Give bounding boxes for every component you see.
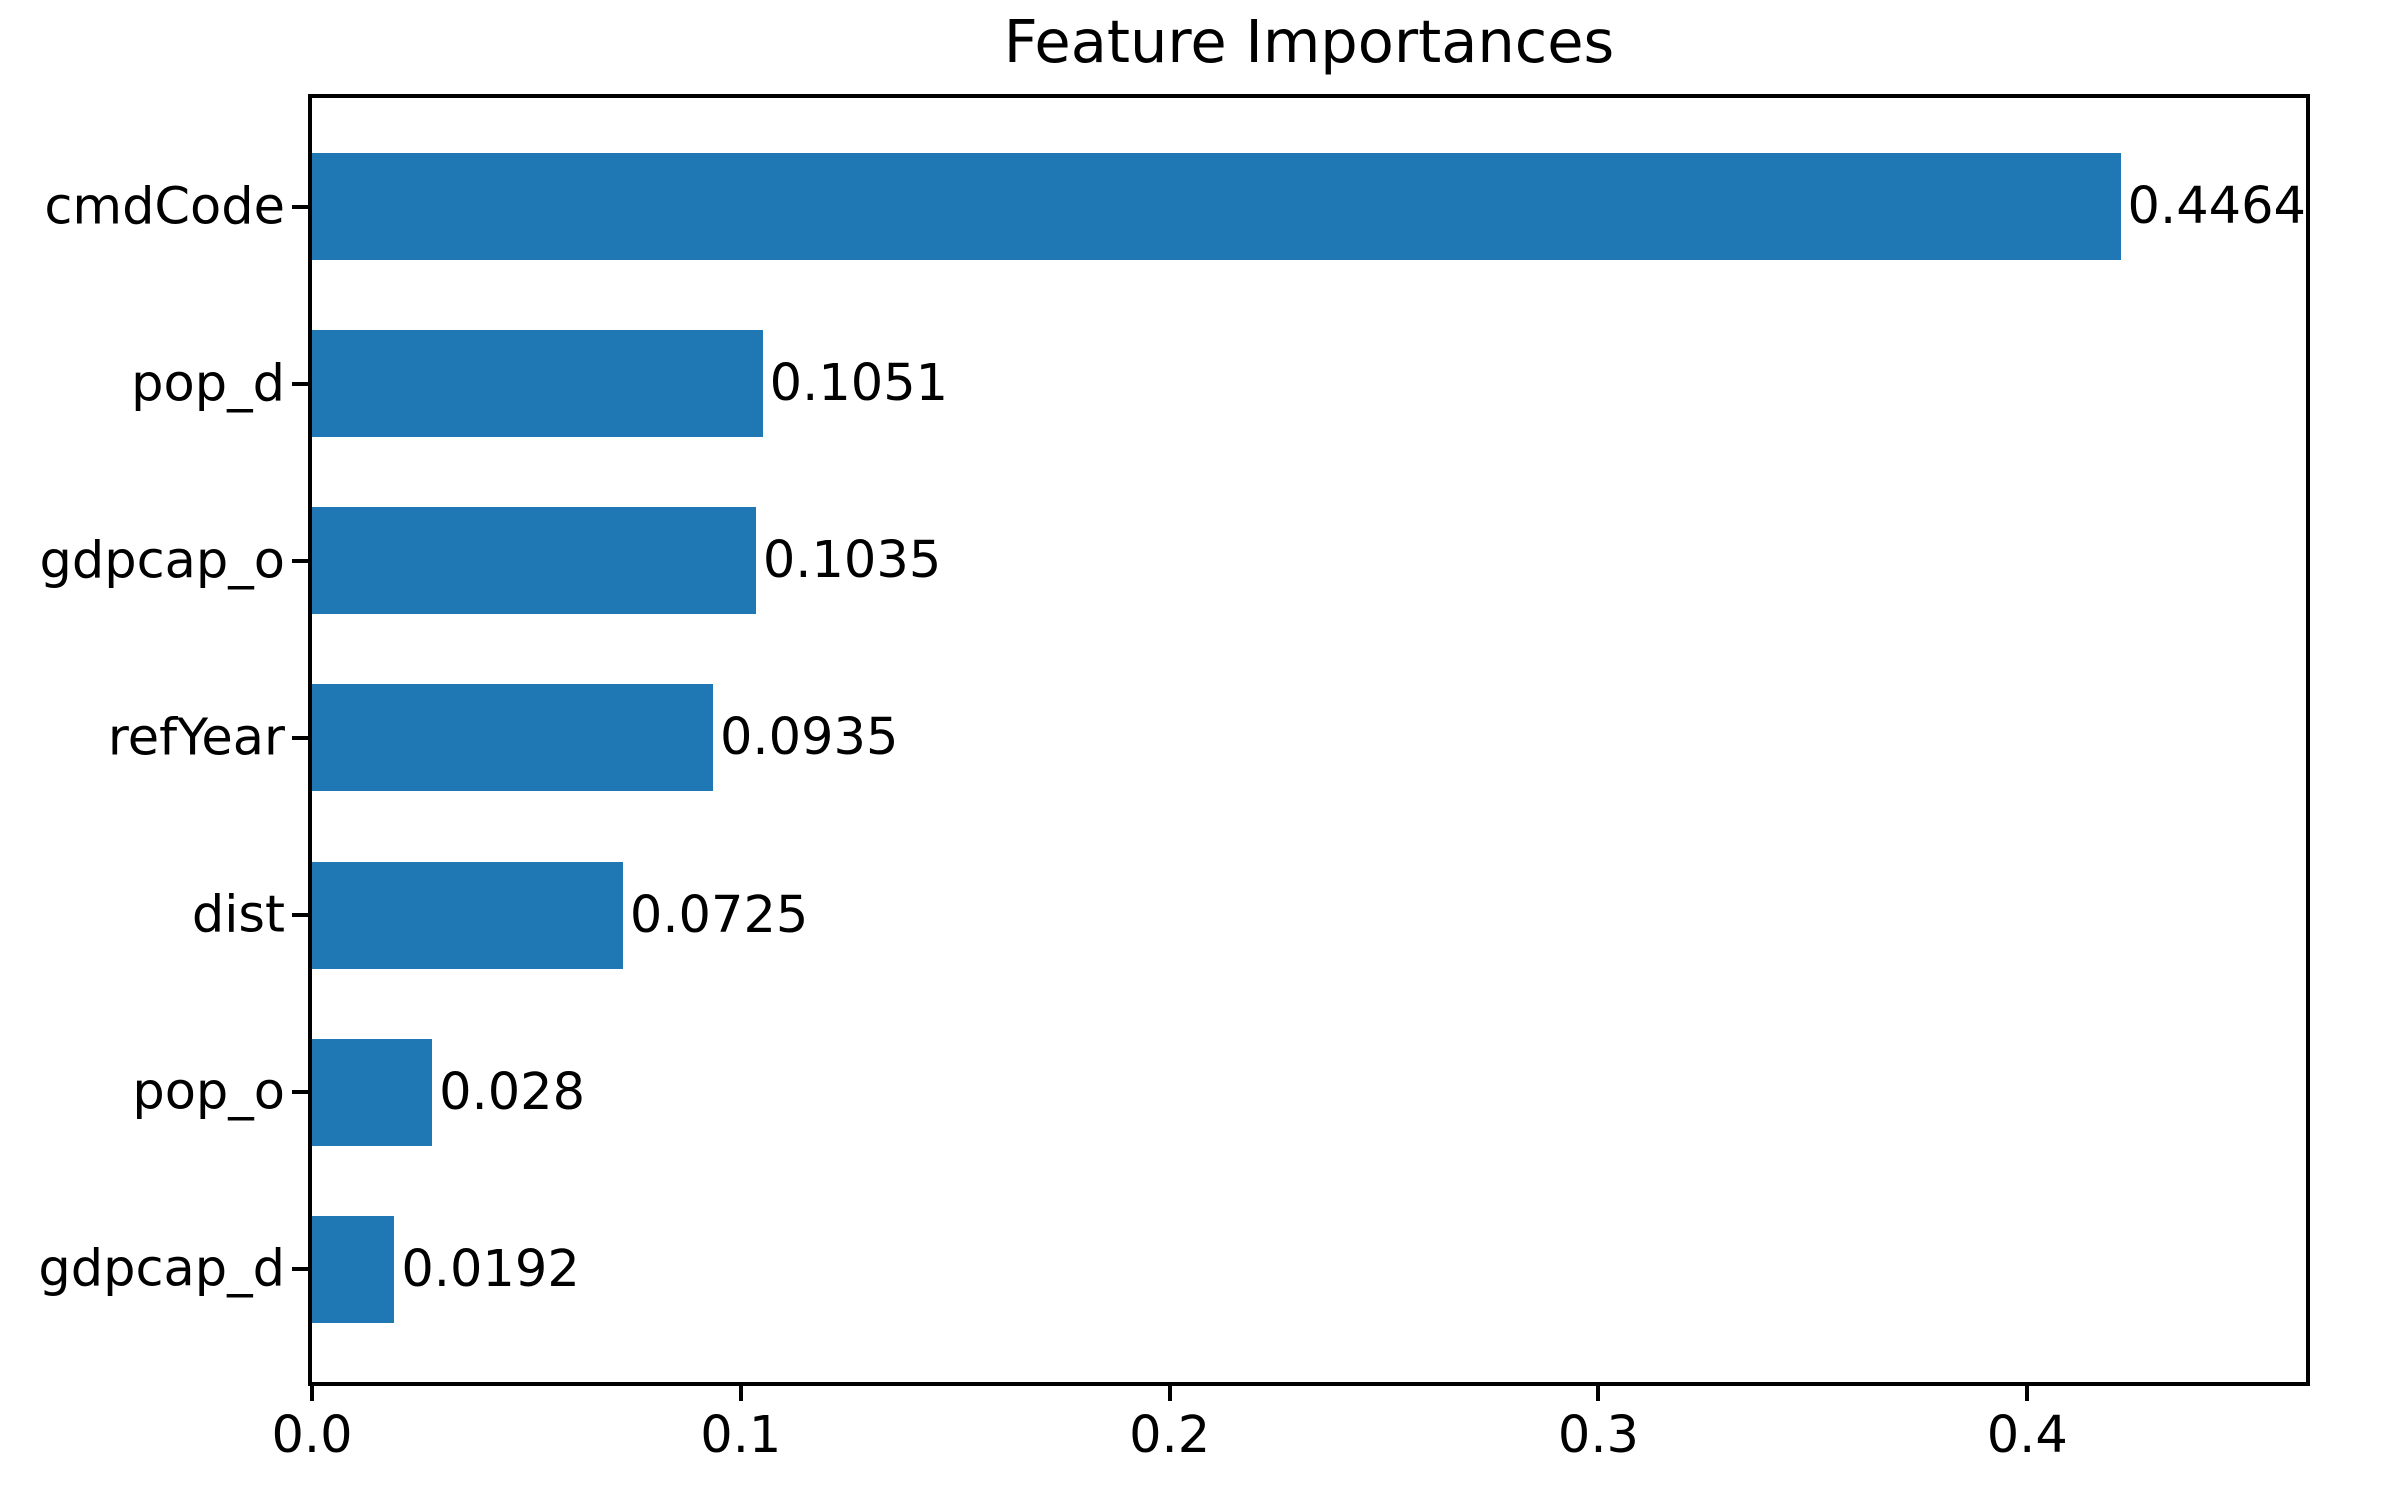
y-axis-label: pop_d xyxy=(131,354,285,414)
y-tick-mark xyxy=(292,1267,308,1272)
y-axis-label: dist xyxy=(191,885,285,945)
x-tick-label: 0.3 xyxy=(1557,1406,1639,1465)
bar xyxy=(312,861,623,969)
y-axis-label: gdpcap_d xyxy=(38,1239,285,1299)
y-tick-mark xyxy=(292,558,308,563)
x-tick-label: 0.4 xyxy=(1986,1406,2068,1465)
bar-value-label: 0.028 xyxy=(439,1062,586,1122)
x-tick-label: 0.0 xyxy=(271,1406,353,1465)
bar xyxy=(312,153,2121,260)
x-tick-mark xyxy=(1596,1386,1601,1401)
bar xyxy=(312,1215,395,1323)
bar-row: gdpcap_d 0.0192 xyxy=(38,1215,2306,1323)
x-tick-mark xyxy=(1167,1386,1172,1401)
bar-row: dist 0.0725 xyxy=(192,861,2306,969)
bar-value-label: 0.0192 xyxy=(401,1239,580,1299)
plot-area: cmdCode 0.4464 pop_d 0.1051 gdpcap_o 0.1035 re… xyxy=(38,94,2310,1461)
chart-title: Feature Importances xyxy=(1003,7,1615,76)
y-axis-label: refYear xyxy=(107,708,285,768)
bar-row: pop_d 0.1051 xyxy=(131,330,2306,438)
bar-value-label: 0.1051 xyxy=(769,354,949,414)
x-tick-label: 0.2 xyxy=(1129,1406,1211,1465)
x-tick-label: 0.1 xyxy=(700,1406,782,1465)
bar-row: refYear 0.0935 xyxy=(108,684,2306,792)
y-axis-label: gdpcap_o xyxy=(39,531,286,591)
y-tick-mark xyxy=(292,913,308,918)
bar-row: pop_o 0.028 xyxy=(132,1038,2306,1146)
bar-row: gdpcap_o 0.1035 xyxy=(40,507,2306,615)
bar-value-label: 0.0725 xyxy=(629,885,809,945)
bar-row: cmdCode 0.4464 xyxy=(44,153,2306,260)
x-tick-mark xyxy=(310,1386,314,1401)
y-tick-mark xyxy=(292,1090,308,1095)
bar xyxy=(312,330,763,438)
bar-value-label: 0.1035 xyxy=(762,531,942,591)
y-axis-label: pop_o xyxy=(132,1062,285,1122)
bar-value-label: 0.0935 xyxy=(719,708,899,768)
bar xyxy=(312,684,713,792)
x-tick-mark xyxy=(2025,1386,2030,1401)
bar-value-label: 0.4464 xyxy=(2127,177,2306,236)
bar xyxy=(312,1038,433,1146)
y-tick-mark xyxy=(292,204,308,209)
y-axis-label: cmdCode xyxy=(44,177,285,236)
y-tick-mark xyxy=(292,735,308,740)
bar-rows-container: cmdCode 0.4464 pop_d 0.1051 gdpcap_o 0.1035 re… xyxy=(38,98,2306,1382)
y-tick-mark xyxy=(292,381,308,386)
bar xyxy=(312,507,756,615)
x-tick-mark xyxy=(738,1386,743,1401)
